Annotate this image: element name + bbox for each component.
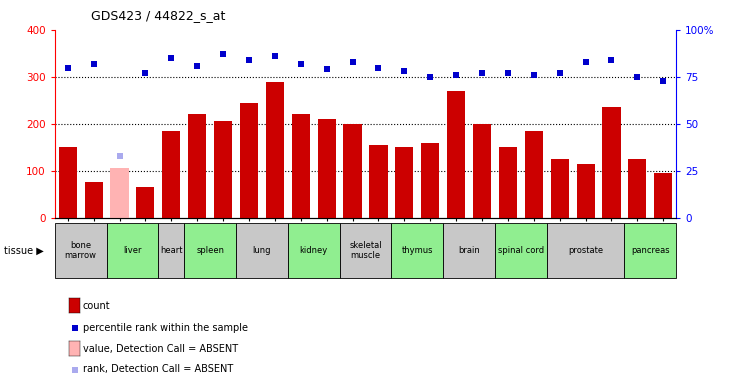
Text: lung: lung — [253, 246, 271, 255]
Text: liver: liver — [124, 246, 142, 255]
Text: spleen: spleen — [196, 246, 224, 255]
Bar — [628, 159, 646, 218]
Bar — [624, 223, 676, 278]
Bar — [654, 173, 673, 217]
Bar — [317, 119, 336, 218]
Text: tissue ▶: tissue ▶ — [4, 245, 43, 255]
Text: spinal cord: spinal cord — [498, 246, 544, 255]
Bar — [443, 223, 495, 278]
Bar — [266, 82, 284, 218]
Bar — [162, 131, 181, 218]
Text: brain: brain — [458, 246, 480, 255]
Bar — [499, 147, 517, 218]
Text: kidney: kidney — [300, 246, 327, 255]
Text: prostate: prostate — [568, 246, 603, 255]
Bar — [159, 223, 184, 278]
Bar — [292, 114, 310, 218]
Bar — [369, 145, 387, 218]
Bar — [110, 168, 129, 217]
Bar — [236, 223, 288, 278]
Text: skeletal
muscle: skeletal muscle — [349, 241, 382, 260]
Bar — [340, 223, 391, 278]
Bar — [395, 147, 414, 218]
Bar — [184, 223, 236, 278]
Text: count: count — [83, 301, 110, 310]
Bar — [391, 223, 443, 278]
Text: GDS423 / 44822_s_at: GDS423 / 44822_s_at — [91, 9, 226, 22]
Text: thymus: thymus — [401, 246, 433, 255]
Bar — [577, 164, 594, 218]
Text: pancreas: pancreas — [631, 246, 670, 255]
Bar — [495, 223, 547, 278]
Text: heart: heart — [160, 246, 183, 255]
Text: bone
marrow: bone marrow — [65, 241, 96, 260]
Bar — [344, 124, 362, 218]
Bar — [447, 91, 465, 218]
Bar — [240, 103, 258, 218]
Bar — [55, 223, 107, 278]
Bar — [525, 131, 543, 218]
Bar — [85, 182, 103, 218]
Bar — [214, 122, 232, 218]
Bar — [602, 107, 621, 218]
Bar — [421, 142, 439, 218]
Bar — [550, 159, 569, 218]
Bar — [107, 223, 159, 278]
Bar — [547, 223, 624, 278]
Bar — [473, 124, 491, 218]
Text: rank, Detection Call = ABSENT: rank, Detection Call = ABSENT — [83, 364, 233, 374]
Bar — [58, 147, 77, 218]
Text: percentile rank within the sample: percentile rank within the sample — [83, 323, 248, 333]
Bar — [188, 114, 206, 218]
Bar — [137, 187, 154, 218]
Text: value, Detection Call = ABSENT: value, Detection Call = ABSENT — [83, 344, 238, 354]
Bar — [288, 223, 340, 278]
